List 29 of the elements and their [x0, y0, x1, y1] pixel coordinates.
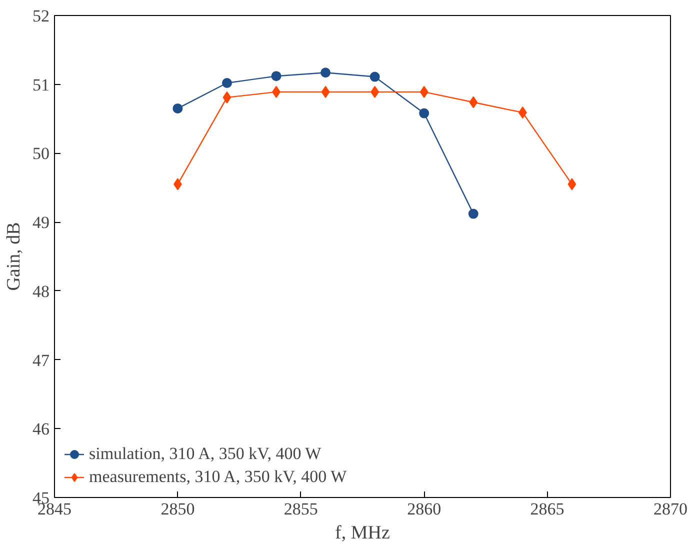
- y-tick-label: 52: [32, 6, 50, 26]
- x-tick-label: 2865: [530, 500, 564, 518]
- y-tick-label: 46: [32, 420, 50, 439]
- x-tick-label: 2850: [160, 500, 195, 518]
- y-tick-label: 48: [32, 282, 50, 301]
- x-axis-title: f, MHz: [335, 522, 390, 544]
- point: [468, 208, 478, 219]
- x-tick-label: 2855: [284, 500, 318, 518]
- point: [370, 72, 380, 82]
- point: [518, 106, 527, 119]
- point: [321, 86, 330, 98]
- point: [419, 108, 430, 118]
- y-tick-label: 51: [32, 75, 50, 94]
- y-tick-label: 47: [32, 350, 50, 370]
- point: [320, 68, 331, 78]
- point: [271, 71, 282, 82]
- legend-label: simulation, 310 A, 350 kV, 400 W: [89, 444, 322, 464]
- point: [469, 96, 478, 108]
- y-tick-label: 50: [32, 144, 50, 164]
- point: [420, 86, 428, 98]
- point: [172, 103, 183, 114]
- x-tick-label: 2860: [407, 500, 442, 518]
- point: [568, 178, 576, 190]
- y-tick-label: 49: [32, 213, 50, 232]
- y-axis-title: Gain, dB: [4, 222, 24, 291]
- point: [222, 78, 232, 88]
- x-tick-label: 2870: [654, 500, 688, 518]
- point: [222, 91, 232, 104]
- legend-label: measurements, 310 A, 350 kV, 400 W: [89, 467, 347, 487]
